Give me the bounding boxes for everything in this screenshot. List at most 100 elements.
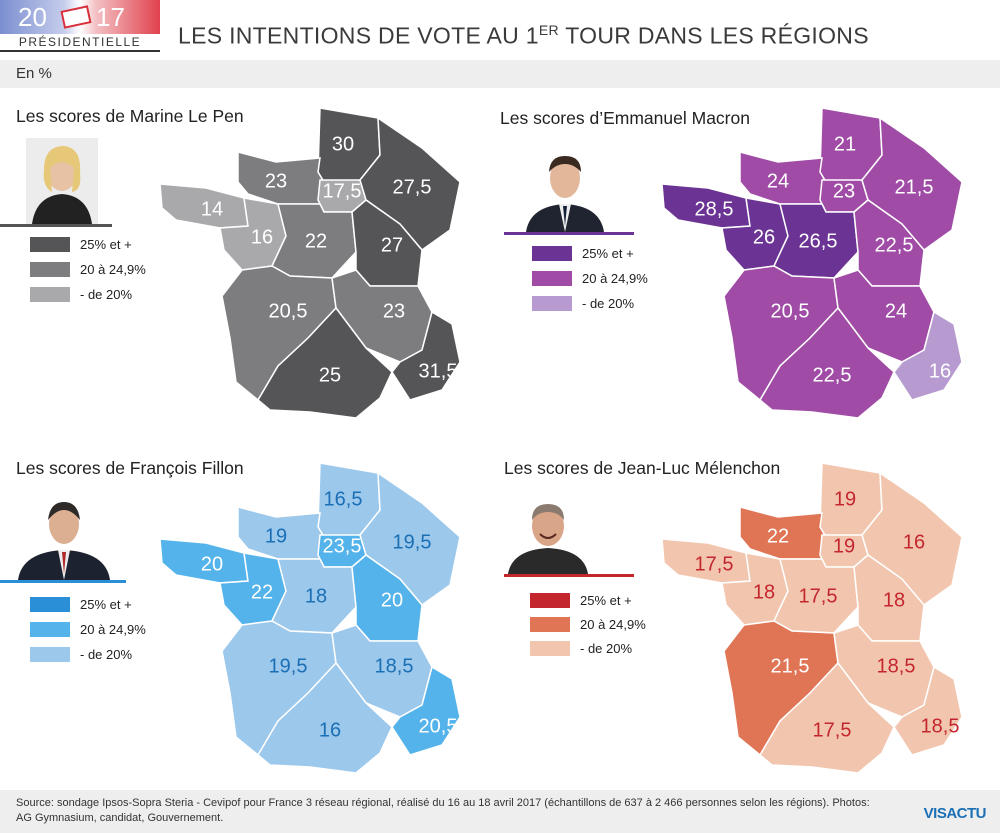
region-value-paca: 16 (929, 360, 951, 382)
macron-legend-item: 25% et + (532, 245, 634, 261)
melenchon-portrait (506, 492, 590, 574)
region-cvl (271, 558, 357, 634)
region-value-pdl: 18 (753, 581, 775, 603)
region-value-ara: 24 (885, 300, 907, 322)
region-value-idf: 23 (833, 180, 855, 202)
region-value-hdf: 16,5 (324, 488, 363, 510)
map-lepen: 30 23 17,5 27,5 14 16 22 27 20,5 23 25 31,5 (160, 107, 461, 419)
region-value-bfc: 20 (381, 589, 403, 611)
legend-swatch (532, 295, 572, 311)
melenchon-legend-item: 25% et + (530, 592, 632, 608)
region-value-ara: 18,5 (375, 655, 414, 677)
region-cvl (773, 558, 859, 634)
legend-swatch (30, 236, 70, 252)
region-value-idf: 17,5 (323, 180, 362, 202)
lepen-legend-item: - de 20% (30, 286, 132, 302)
region-value-nor: 22 (767, 525, 789, 547)
region-value-naq: 20,5 (771, 300, 810, 322)
region-value-paca: 20,5 (419, 715, 458, 737)
legend-label: 25% et + (580, 592, 632, 608)
region-value-naq: 21,5 (771, 655, 810, 677)
legend-label: 25% et + (80, 596, 132, 612)
logo-subtitle: PRÉSIDENTIELLE (0, 34, 160, 52)
legend-label: 25% et + (582, 245, 634, 261)
region-value-hdf: 19 (834, 488, 856, 510)
macron-portrait (524, 142, 606, 232)
region-value-naq: 20,5 (269, 300, 308, 322)
region-value-bre: 28,5 (695, 198, 734, 220)
fillon-legend-item: 25% et + (30, 596, 132, 612)
melenchon-legend-item: - de 20% (530, 640, 632, 656)
melenchon-legend-item: 20 à 24,9% (530, 616, 646, 632)
region-paca (391, 665, 461, 756)
region-value-bfc: 18 (883, 589, 905, 611)
panel-title-fillon: Les scores de François Fillon (16, 458, 244, 478)
panel-title-macron: Les scores d’Emmanuel Macron (500, 108, 750, 128)
legend-label: 20 à 24,9% (582, 270, 648, 286)
legend-label: 20 à 24,9% (80, 261, 146, 277)
fillon-legend-item: - de 20% (30, 646, 132, 662)
region-value-occ: 17,5 (813, 719, 852, 741)
region-value-nor: 23 (265, 170, 287, 192)
legend-label: 20 à 24,9% (80, 621, 146, 637)
region-value-pdl: 22 (251, 581, 273, 603)
source-note: Source: sondage Ipsos-Sopra Steria - Cev… (16, 797, 870, 824)
region-value-pdl: 16 (251, 226, 273, 248)
region-value-ges: 16 (903, 531, 925, 553)
panel-title-lepen: Les scores de Marine Le Pen (16, 106, 244, 126)
fillon-underline (0, 580, 126, 583)
logo-year-left: 20 (18, 2, 47, 32)
map-melenchon: 19 22 19 16 17,5 18 17,5 18 21,5 18,5 17,5 18,5 (662, 462, 963, 774)
lepen-underline (0, 224, 112, 227)
region-value-occ: 25 (319, 364, 341, 386)
panel-title-melenchon: Les scores de Jean-Luc Mélenchon (504, 458, 781, 478)
legend-swatch (30, 286, 70, 302)
region-value-hdf: 30 (332, 133, 354, 155)
melenchon-underline (504, 574, 634, 577)
region-value-ges: 21,5 (895, 176, 934, 198)
region-cvl (271, 203, 357, 279)
legend-swatch (532, 270, 572, 286)
macron-legend-item: 20 à 24,9% (532, 270, 648, 286)
macron-legend-item: - de 20% (532, 295, 634, 311)
legend-label: - de 20% (80, 286, 133, 302)
legend-swatch (30, 621, 70, 637)
fillon-portrait (14, 492, 114, 580)
region-value-bfc: 22,5 (875, 234, 914, 256)
region-value-idf: 19 (833, 535, 855, 557)
region-value-bre: 20 (201, 553, 223, 575)
region-value-paca: 31,5 (419, 360, 458, 382)
region-value-idf: 23,5 (323, 535, 362, 557)
legend-swatch (30, 646, 70, 662)
legend-swatch (532, 245, 572, 261)
macron-underline (504, 232, 634, 235)
map-fillon: 16,5 19 23,5 19,5 20 22 18 20 19,5 18,5 16 20,5 (160, 462, 461, 774)
region-value-cvl: 26,5 (799, 230, 838, 252)
region-value-ges: 19,5 (393, 531, 432, 553)
legend-label: - de 20% (582, 295, 635, 311)
region-paca (391, 310, 461, 401)
unit-bar: En % (0, 60, 1000, 88)
region-value-bre: 17,5 (695, 553, 734, 575)
region-value-ara: 23 (383, 300, 405, 322)
legend-swatch (530, 592, 570, 608)
title-superscript: ER (538, 22, 559, 38)
region-value-paca: 18,5 (921, 715, 960, 737)
legend-label: - de 20% (580, 640, 633, 656)
region-cvl (773, 203, 859, 279)
logo-year-right: 17 (96, 2, 125, 32)
region-paca (893, 665, 963, 756)
legend-label: 25% et + (80, 236, 132, 252)
region-value-nor: 24 (767, 170, 789, 192)
region-value-nor: 19 (265, 525, 287, 547)
legend-label: - de 20% (80, 646, 133, 662)
title-end: TOUR DANS LES RÉGIONS (558, 22, 869, 49)
region-value-occ: 16 (319, 719, 341, 741)
legend-swatch (530, 616, 570, 632)
region-value-naq: 19,5 (269, 655, 308, 677)
lepen-legend-item: 25% et + (30, 236, 132, 252)
election-logo: 20 17 PRÉSIDENTIELLE (0, 0, 160, 52)
region-value-bfc: 27 (381, 234, 403, 256)
region-value-bre: 14 (201, 198, 223, 220)
region-value-cvl: 17,5 (799, 585, 838, 607)
